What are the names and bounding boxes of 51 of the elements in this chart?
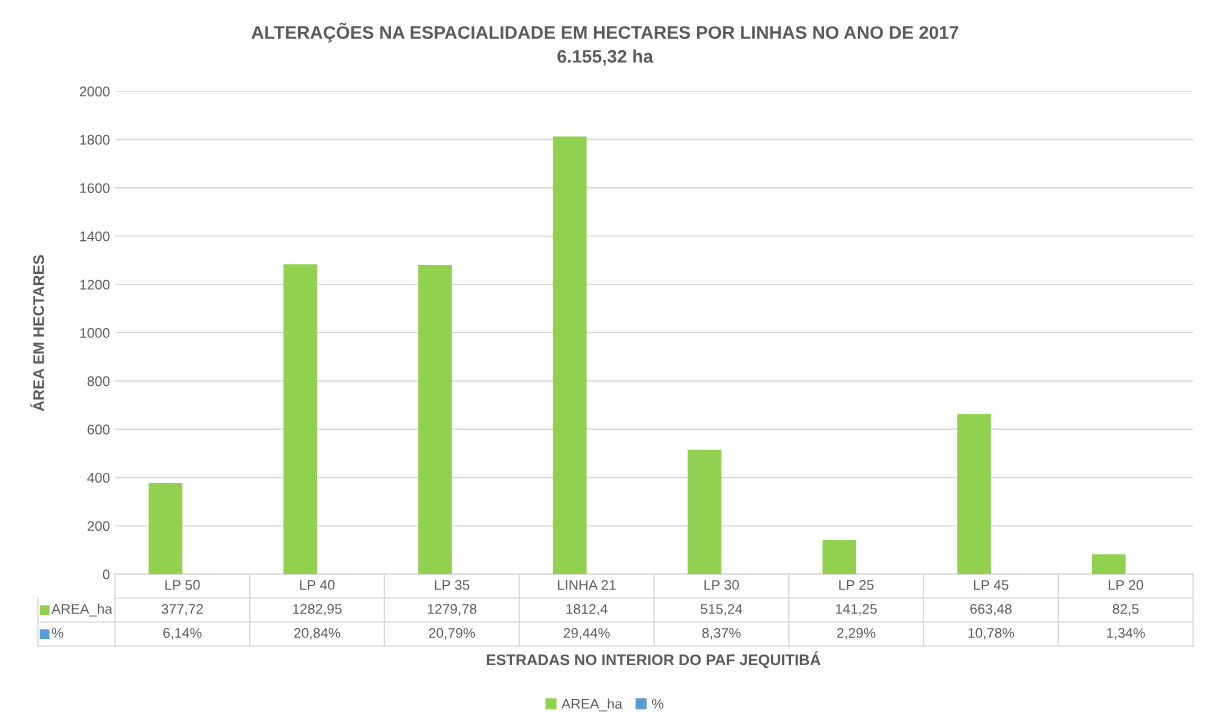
x-tick-label: LINHA 21 bbox=[558, 580, 616, 590]
y-tick-label: 1600 bbox=[80, 183, 110, 193]
x-tick-label: LP 50 bbox=[165, 580, 200, 590]
y-tick-label: 2000 bbox=[79, 86, 110, 97]
y-tick-label: 400 bbox=[87, 472, 110, 483]
data-label: 2,29% bbox=[837, 628, 876, 640]
y-axis-title: ÁREA EM HECTARES bbox=[30, 255, 45, 412]
text: AREA_ha bbox=[561, 698, 623, 712]
x-tick-label: LP 45 bbox=[974, 580, 1009, 590]
bar bbox=[822, 540, 857, 575]
text: % bbox=[51, 628, 64, 638]
data-label: 82,5 bbox=[1112, 604, 1139, 616]
data-label: 20,84% bbox=[294, 628, 341, 640]
x-tick-label: LP 30 bbox=[704, 580, 739, 590]
chart-title: ALTERAÇÕES NA ESPACIALIDADE EM HECTARES POR LINHAS NO ANO DE 2017 bbox=[251, 22, 959, 43]
data-label: 1279,78 bbox=[427, 604, 477, 616]
data-label: 663,48 bbox=[970, 604, 1012, 616]
y-tick-label: 1000 bbox=[80, 328, 110, 338]
x-tick-label: LP 40 bbox=[300, 580, 335, 590]
y-tick-label: 1200 bbox=[80, 279, 110, 290]
data-label: 141,25 bbox=[835, 604, 877, 616]
data-label: 1282,95 bbox=[293, 604, 342, 616]
data-label: 377,72 bbox=[161, 604, 203, 616]
x-tick-label: LP 35 bbox=[434, 580, 470, 590]
data-label: 1,34% bbox=[1107, 628, 1145, 640]
data-label: 10,78% bbox=[968, 628, 1014, 640]
data-label: 6,14% bbox=[163, 628, 202, 640]
bar bbox=[283, 264, 318, 575]
y-tick-label: 800 bbox=[87, 376, 110, 387]
bar bbox=[148, 482, 183, 575]
data-label: 8,37% bbox=[702, 628, 741, 640]
y-tick-label: 200 bbox=[87, 521, 110, 532]
y-tick-label: 1800 bbox=[80, 134, 110, 145]
bar bbox=[552, 136, 587, 575]
legend-label: % bbox=[652, 698, 664, 709]
y-tick-label: 600 bbox=[87, 424, 110, 435]
bar bbox=[418, 265, 452, 575]
bar bbox=[1091, 554, 1126, 575]
x-tick-label: LP 25 bbox=[839, 580, 874, 590]
data-label: 515,24 bbox=[700, 604, 743, 616]
legend-label: AREA_ha bbox=[51, 603, 113, 617]
y-tick-label: 1400 bbox=[80, 231, 110, 242]
data-label: 20,79% bbox=[429, 628, 475, 640]
x-axis-title: ESTRADAS NO INTERIOR DO PAF JEQUITIBÁ bbox=[486, 651, 821, 669]
x-tick-label: LP 20 bbox=[1108, 580, 1144, 590]
bar bbox=[687, 449, 722, 575]
chart-subtitle: 6.155,32 ha bbox=[557, 49, 654, 66]
y-tick-label: 0 bbox=[102, 569, 110, 580]
data-label: 1812,4 bbox=[566, 604, 608, 616]
data-label: 29,44% bbox=[563, 628, 610, 640]
bar bbox=[957, 413, 991, 575]
